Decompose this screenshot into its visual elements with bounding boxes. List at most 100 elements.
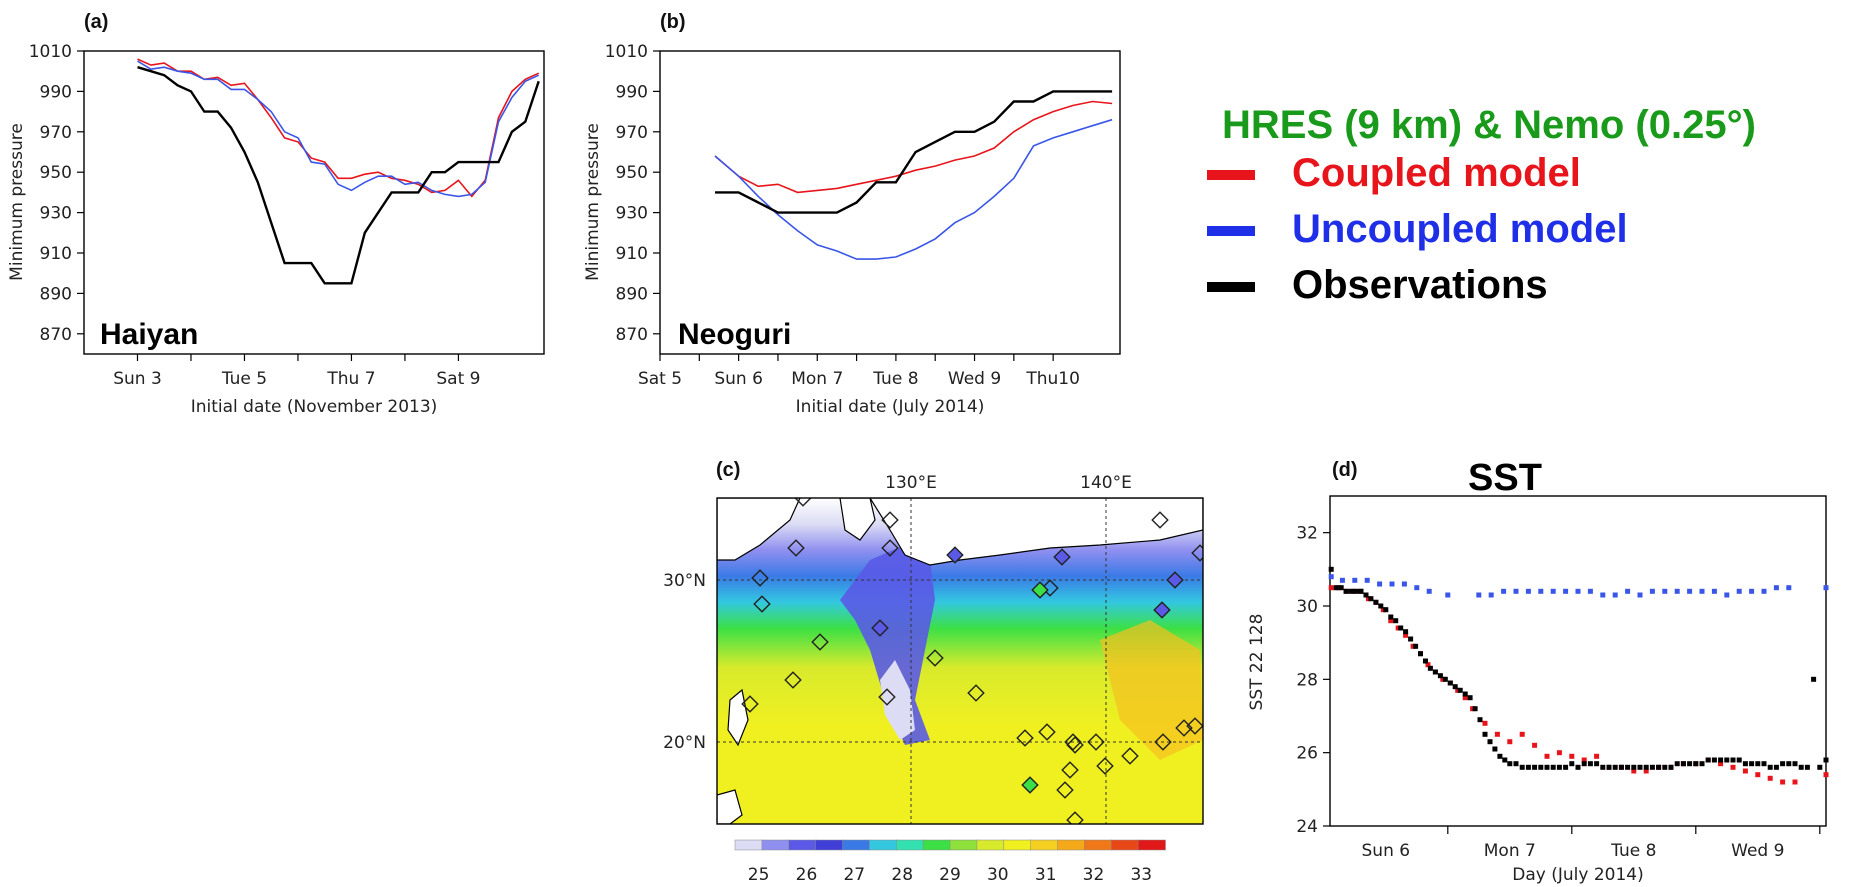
buoy-marker [1121,747,1139,765]
colorbar-swatch [869,839,898,851]
d-point-observed [1338,585,1344,591]
panel-a-xlabel: Initial date (November 2013) [191,397,438,417]
d-point-observed [1711,757,1717,763]
panel-b-storm-name: Neoguri [678,318,791,351]
buoy-marker [753,595,771,613]
a-line-coupled [137,58,540,198]
d-point-observed [1811,676,1817,682]
d-point-observed [1492,746,1498,752]
d-point-observed [1532,764,1538,770]
colorbar-swatch [1137,839,1166,851]
buoy-marker [1021,776,1039,794]
buoy-marker [1191,544,1203,562]
legend-label: Observations [1292,263,1548,307]
colorbar-tick-label: 25 [748,865,770,885]
colorbar-swatch [815,839,844,851]
d-point-coupled [1767,775,1773,781]
panel-a-storm-name: Haiyan [100,318,198,351]
d-point-observed [1432,669,1438,675]
d-point-coupled [1755,772,1761,778]
d-point-uncoupled [1662,588,1668,594]
legend-swatch [1207,170,1255,180]
legend-title: HRES (9 km) & Nemo (0.25°) [1222,103,1756,147]
buoy-marker [1166,571,1184,589]
d-point-observed [1668,764,1674,770]
panel-a-label: (a) [84,11,108,33]
d-point-uncoupled [1575,588,1581,594]
buoy-marker [1064,733,1082,751]
warm-pool [1100,620,1203,760]
colorbar-tick-label: 27 [843,865,865,885]
panel-d-xlabel: Day (July 2014) [1512,865,1643,885]
panel-d: (d) SST 24 26 28 30 32 Sun 6 Mon 7 Tue 8 Wed 9 D… [1247,457,1829,885]
d-point-uncoupled [1328,574,1334,580]
d-point-observed [1792,761,1798,767]
colorbar: 25 26 27 28 29 30 31 32 33 [734,839,1166,885]
colorbar-tick-label: 26 [796,865,818,885]
d-point-observed [1333,585,1339,591]
buoy-marker [926,649,944,667]
colorbar-swatch [788,839,817,851]
d-point-uncoupled [1600,592,1606,598]
d-ytick-label: 32 [1296,524,1318,544]
d-point-observed [1649,764,1655,770]
buoy-marker [946,546,964,564]
a-line-uncoupled [137,60,540,198]
panel-d-label: (d) [1332,459,1358,481]
d-point-observed [1343,588,1349,594]
buoy-marker [1056,781,1074,799]
d-point-uncoupled [1445,592,1451,598]
d-point-coupled [1643,768,1649,774]
d-point-observed [1363,592,1369,598]
colorbar-tick-label: 29 [939,865,961,885]
d-point-coupled [1792,779,1798,785]
d-point-observed [1519,764,1525,770]
d-point-observed [1773,764,1779,770]
d-point-observed [1625,764,1631,770]
buoy-marker [1087,733,1105,751]
b-ytick-label: 990 [616,82,648,102]
d-point-uncoupled [1761,588,1767,594]
colorbar-swatch [1111,839,1139,851]
d-point-coupled [1581,757,1587,763]
buoy-marker [967,684,985,702]
d-point-uncoupled [1786,585,1792,591]
d-point-observed [1563,764,1569,770]
d-point-observed [1467,695,1473,701]
b-xtick-label: Tue 8 [872,369,918,389]
a-ytick-label: 930 [40,204,72,224]
d-point-observed [1755,761,1761,767]
panel-d-frame [1329,495,1827,827]
map-label-30n: 30°N [663,571,706,591]
colorbar-tick-label: 32 [1083,865,1105,885]
b-ytick-label: 890 [616,284,648,304]
b-ytick-label: 910 [616,244,648,264]
b-xtick-label: Sat 5 [638,369,682,389]
legend-label: Uncoupled model [1292,207,1628,251]
buoy-marker [1154,733,1172,751]
d-point-observed [1538,764,1544,770]
d-point-observed [1618,764,1624,770]
d-point-coupled [1328,585,1334,591]
d-point-coupled [1631,768,1637,774]
d-point-observed [1637,764,1643,770]
d-point-uncoupled [1476,592,1482,598]
panel-d-title: SST [1468,457,1542,499]
legend: HRES (9 km) & Nemo (0.25°) Coupled model… [1207,103,1756,307]
sst-map [717,498,1203,824]
colorbar-swatch [842,839,871,851]
buoy-marker [871,619,889,637]
d-point-uncoupled [1699,588,1705,594]
d-point-uncoupled [1687,588,1693,594]
d-point-observed [1472,706,1478,712]
d-point-coupled [1556,750,1562,756]
map-label-20n: 20°N [663,733,706,753]
buoy-marker [1061,761,1079,779]
buoy-marker [1038,723,1056,741]
legend-label: Coupled model [1292,151,1581,195]
d-point-uncoupled [1501,588,1507,594]
d-point-observed [1408,636,1414,642]
colorbar-swatch [896,839,924,851]
d-point-coupled [1594,753,1600,759]
